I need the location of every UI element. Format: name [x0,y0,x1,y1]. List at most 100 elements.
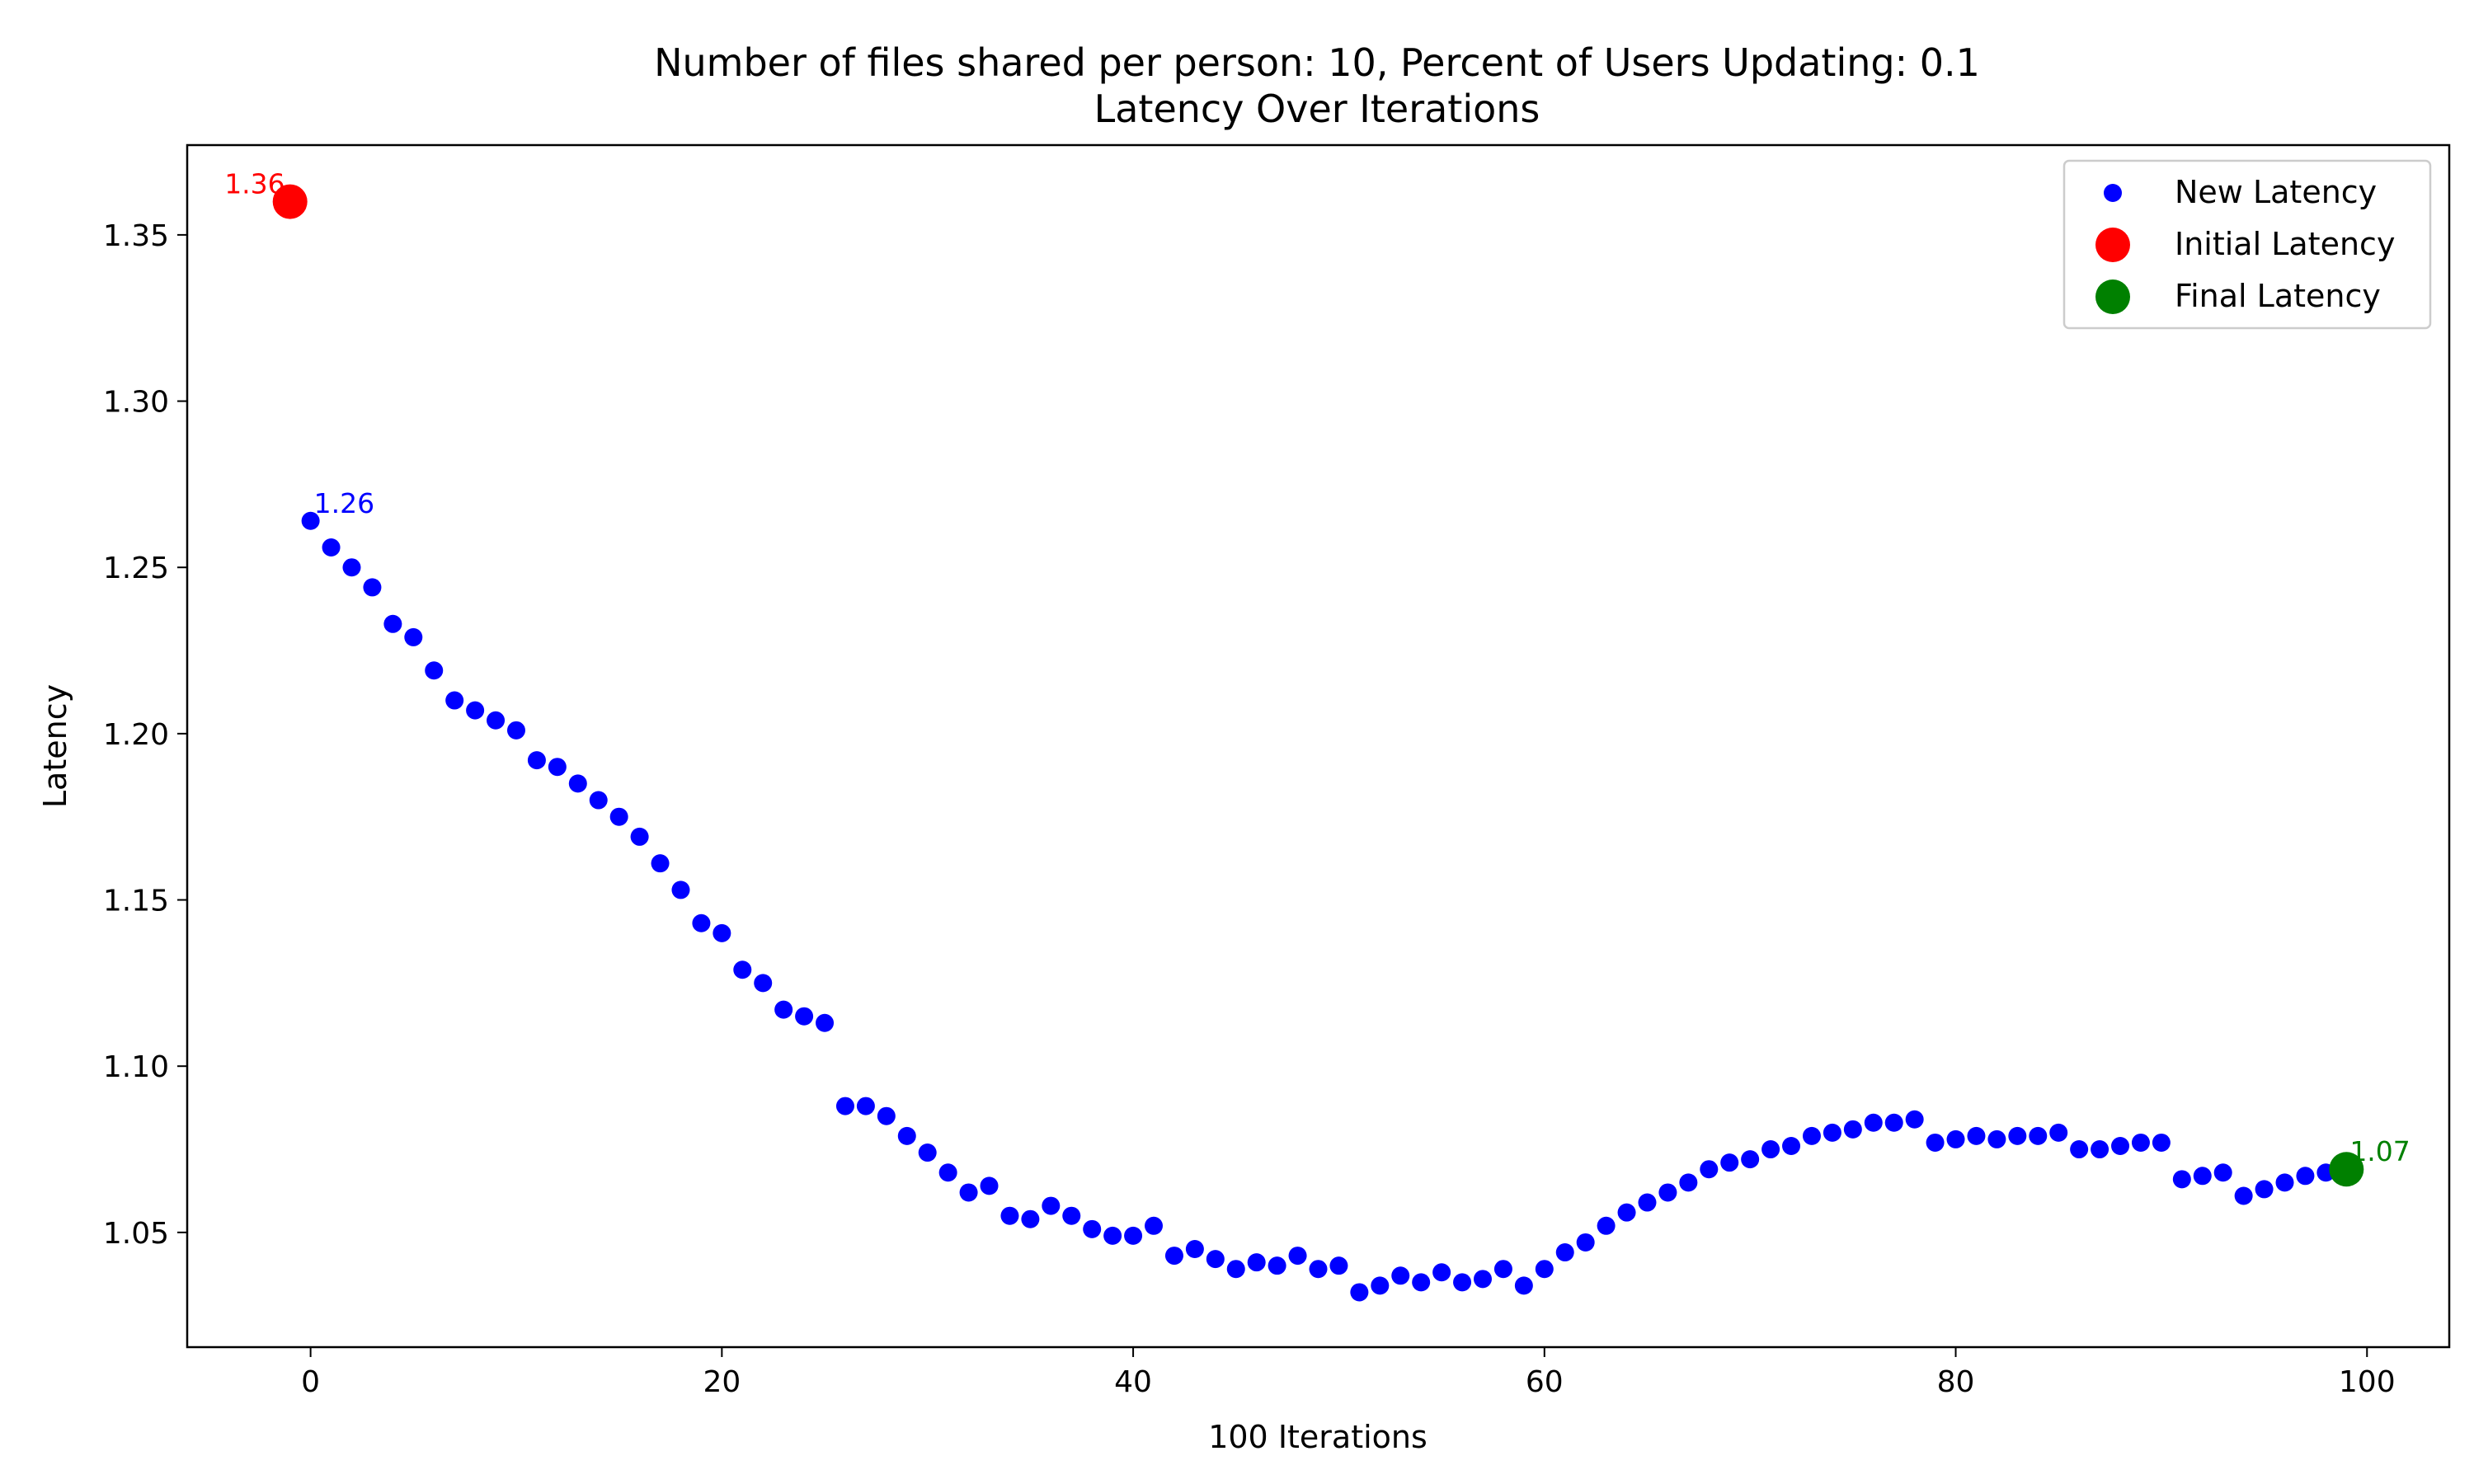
new-latency-point [1021,1209,1040,1228]
new-latency-point [1864,1113,1883,1132]
new-latency-point [2049,1123,2068,1142]
new-latency-point [1371,1276,1390,1295]
new-latency-point [856,1097,875,1115]
new-latency-point [1268,1256,1286,1275]
new-latency-point [1145,1216,1164,1235]
plot-frame [186,143,2451,1349]
new-latency-point [589,791,608,810]
new-latency-point [1967,1126,1986,1145]
x-tick-label: 80 [1937,1365,1975,1399]
new-latency-point [1350,1283,1369,1302]
new-latency-point [363,578,382,597]
new-latency-point [918,1144,937,1162]
new-latency-point [466,701,485,720]
new-latency-point [897,1126,916,1145]
new-latency-point [959,1183,978,1202]
legend-marker-new-latency [2104,184,2122,202]
x-tick-label: 60 [1526,1365,1564,1399]
new-latency-point [2029,1126,2048,1145]
new-latency-point [1493,1260,1512,1279]
new-latency-point [404,627,423,646]
y-tick-label: 1.25 [103,552,169,585]
data-label: 1.26 [314,487,374,519]
new-latency-point [1288,1247,1307,1266]
new-latency-point [1720,1153,1739,1172]
new-latency-point [1700,1160,1719,1179]
new-latency-point [548,758,567,777]
new-latency-point [2234,1186,2253,1205]
new-latency-point [1597,1216,1616,1235]
plot-area: 1.36 1.26 1.07 [224,168,2411,1302]
new-latency-point [2111,1136,2130,1155]
y-axis-label: Latency [37,684,73,808]
chart-subtitle: Latency Over Iterations [1094,87,1540,131]
x-tick-label: 40 [1114,1365,1152,1399]
new-latency-point [322,538,341,557]
x-tick-label: 100 [2339,1365,2396,1399]
new-latency-point [568,774,587,793]
new-latency-point [1823,1123,1841,1142]
data-label: 1.36 [224,168,285,200]
new-latency-point [1514,1276,1533,1295]
new-latency-point [1761,1140,1780,1159]
new-latency-point [342,558,361,577]
chart-title: Number of files shared per person: 10, P… [654,40,1980,85]
new-latency-point [2193,1167,2212,1186]
final-latency-point [2329,1152,2364,1187]
new-latency-point [1905,1110,1924,1129]
new-latency-point [1083,1219,1102,1238]
new-latency-point [1617,1203,1636,1222]
new-latency-point [713,923,731,942]
axis-ticks: 0 20 40 60 80 100 1.05 1.10 1.15 1.20 1.25 1.30 1.35 [103,219,2396,1399]
new-latency-point [1412,1273,1431,1292]
y-tick-label: 1.05 [103,1217,169,1251]
new-latency-point [1638,1193,1657,1212]
new-latency-point [2008,1126,2027,1145]
new-latency-point [733,960,752,979]
legend-label-final-latency: Final Latency [2175,278,2381,314]
new-latency-point [795,1007,814,1026]
new-latency-point [1000,1206,1019,1225]
new-latency-point [651,854,670,873]
new-latency-point [1658,1183,1677,1202]
y-tick-label: 1.35 [103,219,169,253]
new-latency-point [506,721,525,740]
new-latency-point [671,881,690,899]
new-latency-point [1741,1150,1760,1169]
new-latency-point [1329,1256,1348,1275]
new-latency-point [425,661,444,680]
new-latency-point [1124,1226,1143,1245]
new-latency-point [2172,1170,2191,1189]
new-latency-point [2213,1163,2232,1182]
new-latency-point [835,1097,854,1115]
new-latency-point [980,1176,999,1195]
new-latency-point [2152,1133,2171,1152]
new-latency-point [816,1013,835,1032]
new-latency-point [487,711,506,730]
legend-marker-final-latency [2095,279,2130,314]
new-latency-point [1946,1129,1965,1148]
new-latency-point [1309,1260,1328,1279]
new-latency-point [2255,1180,2274,1199]
new-latency-point [2296,1167,2315,1186]
new-latency-point [1164,1247,1183,1266]
new-latency-point [383,614,402,633]
legend-box [2062,159,2432,330]
new-latency-point [1226,1260,1245,1279]
new-latency-point [301,511,320,530]
x-tick-label: 20 [703,1365,741,1399]
x-tick-label: 0 [301,1365,320,1399]
new-latency-point [2070,1140,2089,1159]
new-latency-point [754,974,773,993]
legend-marker-initial-latency [2095,228,2130,262]
new-latency-point [1535,1260,1554,1279]
new-latency-point [2091,1140,2109,1159]
new-latency-point [1802,1126,1821,1145]
new-latency-point [527,751,546,770]
new-latency-point [938,1163,957,1182]
new-latency-point [1555,1243,1574,1262]
new-latency-point [877,1106,896,1125]
new-latency-point [609,807,628,826]
new-latency-point [445,691,464,710]
